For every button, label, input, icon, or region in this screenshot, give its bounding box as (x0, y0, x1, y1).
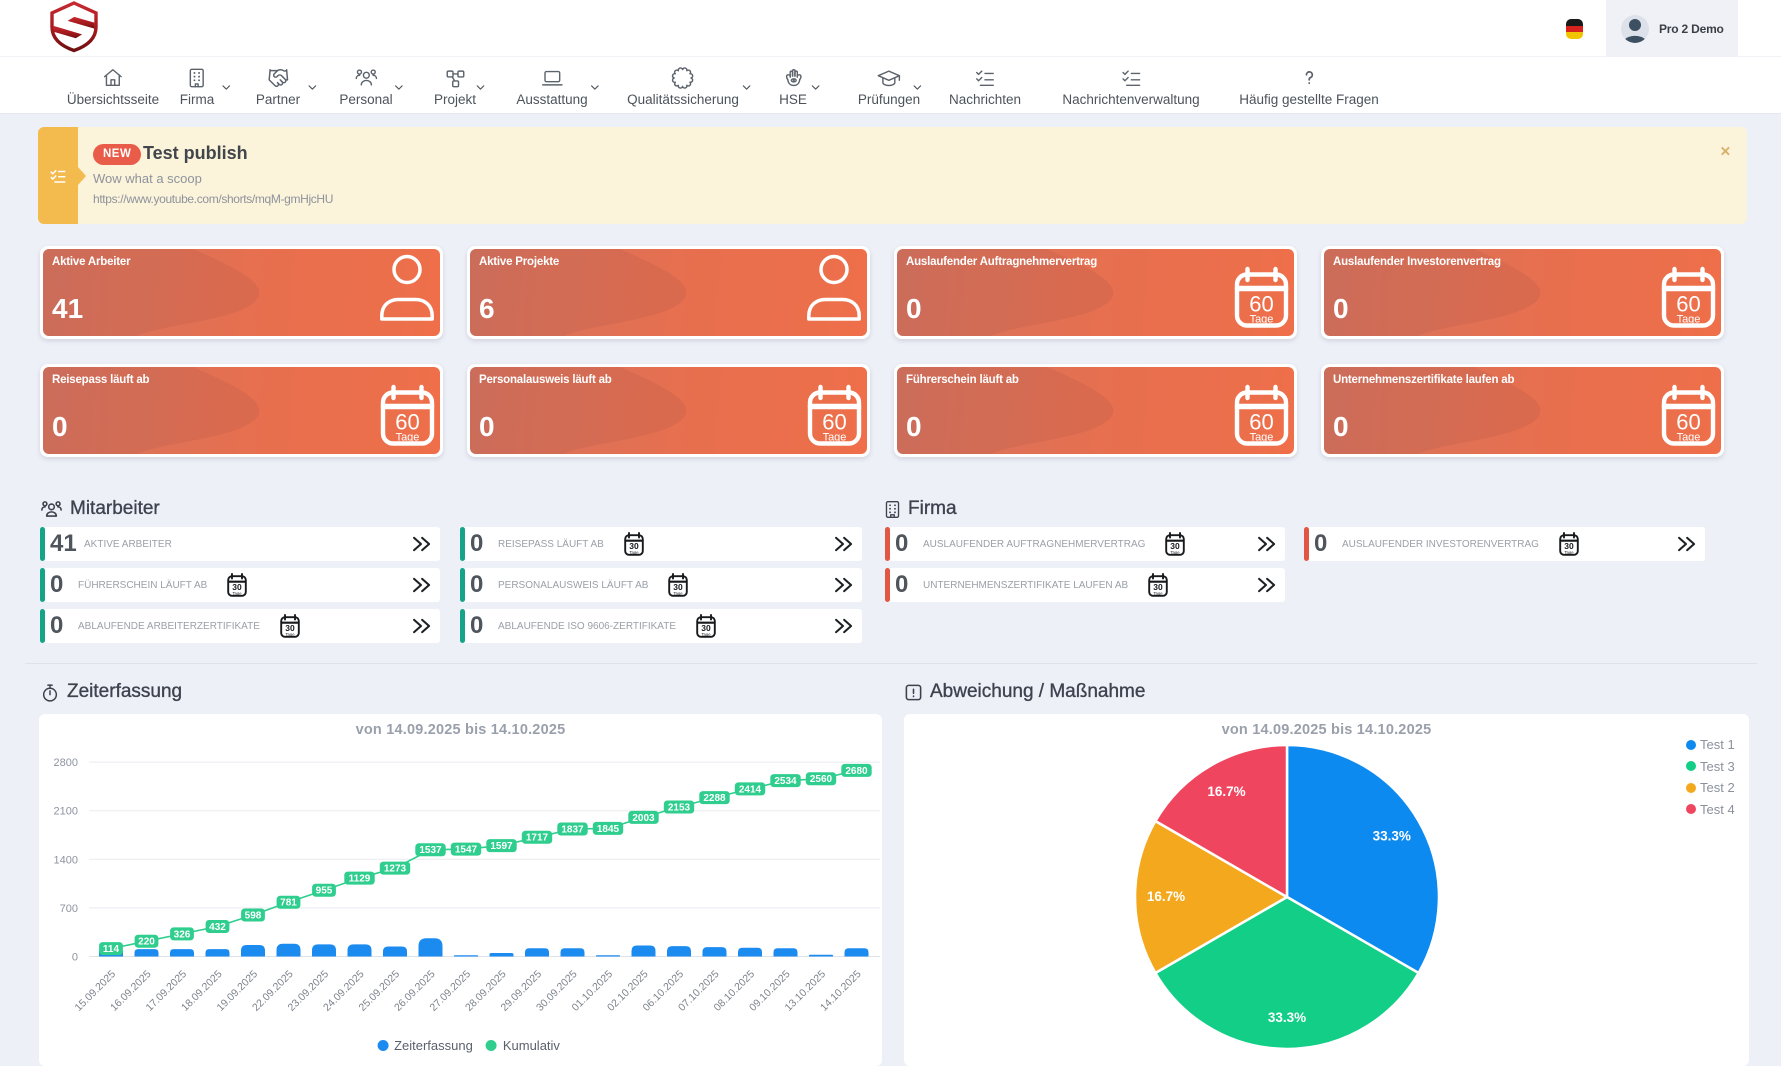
svg-text:781: 781 (280, 898, 297, 909)
svg-text:2100: 2100 (54, 806, 78, 818)
svg-text:16.7%: 16.7% (1147, 889, 1185, 904)
svg-text:2414: 2414 (739, 784, 762, 795)
svg-text:Tage: Tage (674, 591, 684, 596)
svg-text:30: 30 (1171, 541, 1181, 551)
svg-text:1400: 1400 (54, 854, 78, 866)
svg-text:Tage: Tage (629, 550, 639, 555)
svg-text:30: 30 (1153, 582, 1163, 592)
svg-text:30: 30 (701, 623, 711, 633)
svg-text:Tage: Tage (701, 632, 711, 637)
svg-text:1717: 1717 (526, 833, 549, 844)
svg-text:16.7%: 16.7% (1207, 784, 1245, 799)
svg-text:2534: 2534 (774, 776, 797, 787)
svg-text:30: 30 (233, 582, 243, 592)
svg-text:Tage: Tage (285, 632, 295, 637)
svg-text:114: 114 (103, 944, 120, 955)
svg-text:326: 326 (174, 929, 191, 940)
svg-text:2800: 2800 (54, 757, 78, 769)
svg-text:Tage: Tage (1564, 550, 1574, 555)
svg-text:Tage: Tage (233, 591, 243, 596)
svg-text:Tage: Tage (1677, 314, 1701, 326)
svg-text:2560: 2560 (810, 774, 833, 785)
svg-text:432: 432 (209, 922, 226, 933)
svg-text:Tage: Tage (823, 432, 847, 444)
svg-text:1547: 1547 (455, 845, 478, 856)
svg-text:955: 955 (316, 886, 333, 897)
svg-text:2153: 2153 (668, 802, 691, 813)
svg-text:60: 60 (1676, 410, 1700, 435)
svg-text:1845: 1845 (597, 824, 620, 835)
svg-text:1273: 1273 (384, 864, 407, 875)
svg-text:60: 60 (1249, 410, 1273, 435)
svg-text:2003: 2003 (632, 813, 655, 824)
svg-text:Tage: Tage (1250, 314, 1274, 326)
svg-text:2288: 2288 (703, 793, 726, 804)
svg-text:Tage: Tage (1171, 550, 1181, 555)
svg-text:Tage: Tage (1154, 591, 1164, 596)
svg-text:1597: 1597 (490, 841, 513, 852)
svg-text:598: 598 (245, 910, 262, 921)
svg-text:1837: 1837 (561, 824, 584, 835)
svg-text:1129: 1129 (349, 874, 371, 885)
svg-text:0: 0 (72, 952, 78, 964)
svg-text:60: 60 (1676, 292, 1700, 317)
svg-text:30: 30 (629, 541, 639, 551)
svg-text:Tage: Tage (1250, 432, 1274, 444)
svg-text:60: 60 (822, 410, 846, 435)
svg-text:2680: 2680 (845, 766, 868, 777)
svg-text:60: 60 (395, 410, 419, 435)
svg-text:Tage: Tage (1677, 432, 1701, 444)
svg-text:33.3%: 33.3% (1268, 1010, 1306, 1025)
svg-text:30: 30 (1564, 541, 1574, 551)
svg-text:33.3%: 33.3% (1373, 829, 1411, 844)
svg-text:30: 30 (674, 582, 684, 592)
svg-text:700: 700 (60, 903, 78, 915)
svg-text:30: 30 (285, 623, 295, 633)
svg-text:60: 60 (1249, 292, 1273, 317)
svg-text:Tage: Tage (396, 432, 420, 444)
svg-text:220: 220 (138, 937, 155, 948)
svg-text:1537: 1537 (419, 845, 442, 856)
